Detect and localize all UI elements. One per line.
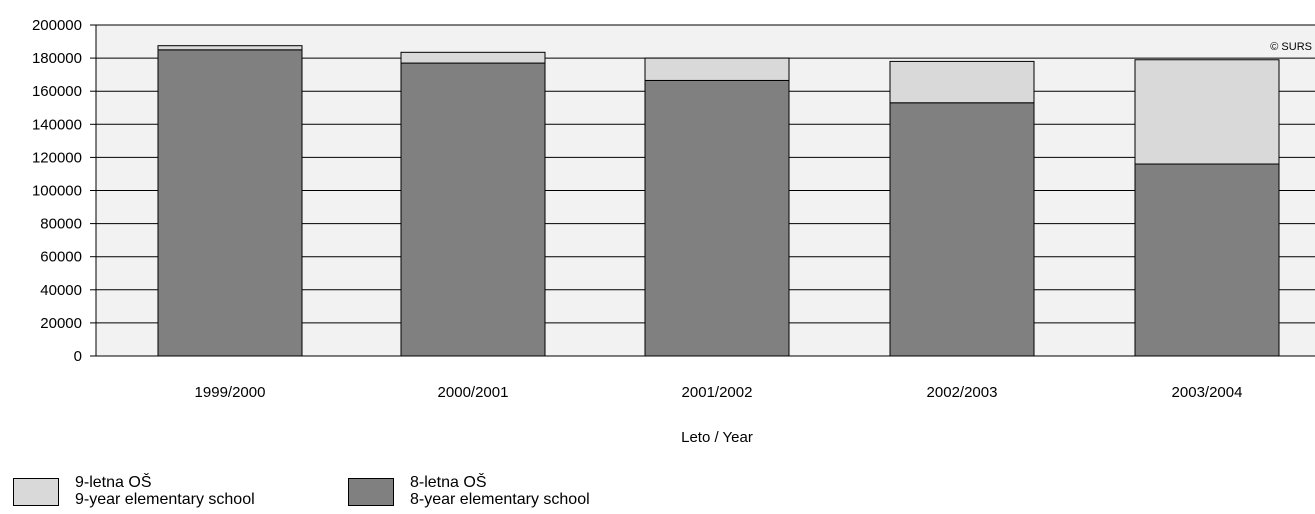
bar-segment-8-year [1134,163,1280,357]
x-tick-label: 2000/2001 [438,384,509,401]
y-tick-label: 60000 [40,249,82,266]
y-tick-label: 140000 [32,116,82,133]
y-tick-label: 180000 [32,50,82,67]
bar-segment-8-year [644,79,790,357]
y-tick-label: 0 [74,348,82,365]
legend-swatch-9-year [13,478,59,506]
source-watermark: © SURS [1270,41,1312,53]
x-axis-ticks: 1999/2000 2000/2001 2001/2002 2002/2003 2003… [195,384,1243,401]
stacked-bar-chart: 0 20000 40000 60000 80000 100000 120000 140000 1… [32,17,1315,446]
bar-segment-9-year [644,57,790,81]
legend-item-9-year: 9-letna OŠ 9-year elementary school [13,474,255,508]
y-tick-label: 80000 [40,216,82,233]
bar-segment-8-year [889,102,1035,357]
bar-segment-8-year [400,62,546,357]
y-tick-label: 120000 [32,149,82,166]
y-tick-label: 100000 [32,183,82,200]
x-tick-label: 1999/2000 [195,384,266,401]
bar-segment-9-year [400,51,546,64]
legend-label-9-year-sl: 9-letna OŠ [75,474,152,491]
legend-item-8-year: 8-letna OŠ 8-year elementary school [348,474,590,508]
bar-segment-9-year [889,60,1035,104]
legend-swatch-8-year [348,478,394,506]
bar-segment-9-year [157,45,303,51]
y-tick-label: 200000 [32,17,82,34]
bar-segment-8-year [157,49,303,357]
legend-label-8-year-en: 8-year elementary school [410,491,590,508]
bars [157,45,1280,357]
legend-label-9-year-en: 9-year elementary school [75,491,255,508]
legend-label-8-year-sl: 8-letna OŠ [410,474,487,491]
x-tick-label: 2003/2004 [1172,384,1243,401]
x-axis-title: Leto / Year [681,429,753,446]
y-tick-label: 40000 [40,282,82,299]
x-tick-label: 2002/2003 [927,384,998,401]
x-tick-label: 2001/2002 [682,384,753,401]
y-tick-label: 20000 [40,315,82,332]
y-tick-label: 160000 [32,83,82,100]
y-axis-ticks: 0 20000 40000 60000 80000 100000 120000 140000 1… [32,17,97,365]
bar-segment-9-year [1134,59,1280,165]
